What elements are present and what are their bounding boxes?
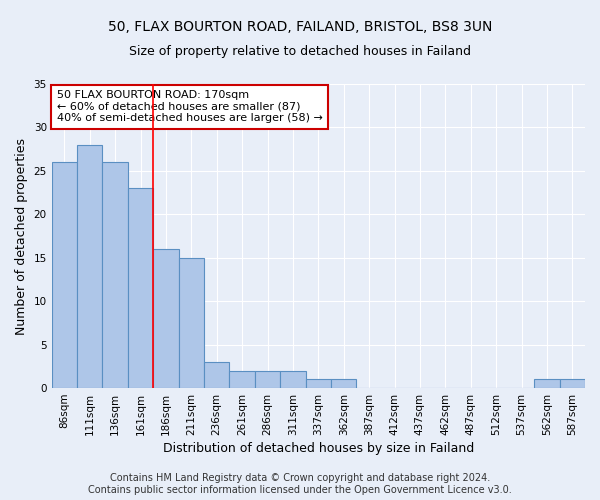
- Bar: [255, 370, 280, 388]
- Bar: [179, 258, 204, 388]
- Bar: [534, 380, 560, 388]
- Text: 50 FLAX BOURTON ROAD: 170sqm
← 60% of detached houses are smaller (87)
40% of se: 50 FLAX BOURTON ROAD: 170sqm ← 60% of de…: [57, 90, 323, 124]
- Bar: [77, 145, 103, 388]
- Bar: [204, 362, 229, 388]
- Bar: [52, 162, 77, 388]
- Bar: [560, 380, 585, 388]
- Text: Contains HM Land Registry data © Crown copyright and database right 2024.
Contai: Contains HM Land Registry data © Crown c…: [88, 474, 512, 495]
- Bar: [280, 370, 305, 388]
- Bar: [229, 370, 255, 388]
- Bar: [128, 188, 153, 388]
- Text: Size of property relative to detached houses in Failand: Size of property relative to detached ho…: [129, 45, 471, 58]
- Bar: [331, 380, 356, 388]
- Bar: [305, 380, 331, 388]
- Text: 50, FLAX BOURTON ROAD, FAILAND, BRISTOL, BS8 3UN: 50, FLAX BOURTON ROAD, FAILAND, BRISTOL,…: [108, 20, 492, 34]
- Y-axis label: Number of detached properties: Number of detached properties: [15, 138, 28, 334]
- X-axis label: Distribution of detached houses by size in Failand: Distribution of detached houses by size …: [163, 442, 474, 455]
- Bar: [103, 162, 128, 388]
- Bar: [153, 249, 179, 388]
